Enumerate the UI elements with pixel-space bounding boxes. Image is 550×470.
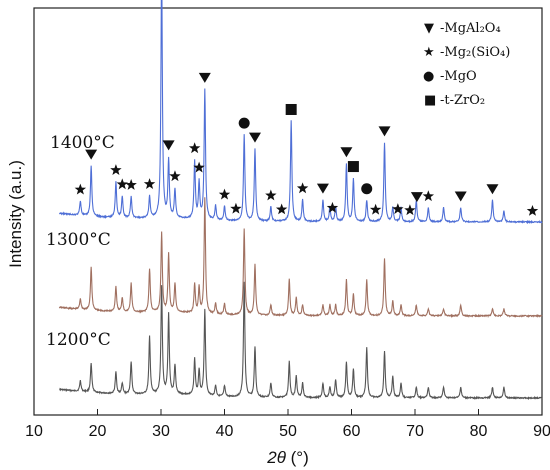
legend-symbol-mgo: ● (423, 69, 434, 84)
phase-marker-triangle-down (162, 140, 175, 151)
phase-marker-triangle-down (248, 132, 261, 143)
x-axis-title-unit: (°) (286, 448, 309, 467)
phase-marker-triangle-down (340, 147, 353, 158)
phase-marker-star (169, 170, 181, 182)
x-tick-label: 90 (533, 423, 550, 440)
phase-marker-star (326, 201, 339, 213)
phase-marker-triangle-down (486, 184, 499, 195)
phase-marker-star (125, 179, 137, 190)
x-tick-label: 60 (343, 423, 361, 440)
phase-marker-star (230, 202, 242, 214)
x-tick-label: 40 (216, 423, 234, 440)
legend-label-mgal2o4: -MgAl₂O₄ (440, 21, 501, 36)
x-tick-label: 80 (470, 423, 488, 440)
phase-marker-star (188, 142, 201, 154)
phase-marker-star (392, 203, 404, 215)
phase-marker-circle (361, 183, 373, 195)
phase-marker-star (218, 188, 231, 200)
phase-marker-star (404, 204, 416, 216)
series-line-1400 (58, 0, 543, 225)
phase-marker-star (116, 178, 128, 190)
y-axis-title: Intensity (a.u.) (6, 160, 25, 268)
legend-symbol-mg2sio4: ★ (423, 45, 435, 60)
x-tick-label: 50 (279, 423, 297, 440)
legend-label-mg2sio4: -Mg₂(SiO₄) (440, 45, 510, 60)
phase-marker-triangle-down (198, 72, 211, 83)
x-tick-label: 10 (25, 423, 43, 440)
legend-symbol-tzro2: ■ (424, 93, 436, 108)
phase-marker-star (526, 204, 539, 216)
phase-marker-square (347, 161, 359, 173)
legend-label-mgo: -MgO (440, 69, 477, 84)
series-label-1400: 1400°C (50, 133, 115, 153)
phase-marker-triangle-down (378, 126, 391, 137)
x-tick-label: 20 (89, 423, 107, 440)
phase-marker-star (110, 164, 122, 175)
phase-marker-circle (238, 117, 250, 129)
legend-label-tzro2: -t-ZrO₂ (440, 93, 485, 108)
phase-marker-triangle-down (316, 183, 329, 194)
phase-marker-triangle-down (85, 149, 98, 160)
phase-marker-star (193, 161, 205, 173)
series-line-1300 (58, 197, 543, 319)
phase-marker-triangle-down (454, 191, 467, 202)
phase-marker-triangle-down (410, 192, 423, 203)
series-line-1200 (59, 281, 543, 401)
x-axis-title: 2θ (°) (266, 448, 309, 467)
legend-symbol-mgal2o4: ▼ (424, 21, 434, 36)
phase-marker-star (143, 178, 156, 189)
x-tick-label: 30 (152, 423, 170, 440)
phase-marker-star (74, 183, 87, 195)
phase-marker-star (422, 190, 435, 202)
phase-marker-square (285, 103, 297, 115)
phase-marker-star (275, 203, 288, 215)
series-label-1300: 1300°C (46, 230, 111, 250)
legend: ▼ -MgAl₂O₄ ★ -Mg₂(SiO₄) ● -MgO ■ -t-ZrO₂ (423, 21, 510, 108)
x-tick-label: 70 (406, 423, 424, 440)
x-axis-title-symbol: 2θ (266, 448, 286, 467)
series-label-1200: 1200°C (46, 330, 111, 350)
phase-marker-star (296, 182, 309, 194)
phase-marker-star (265, 189, 277, 201)
phase-marker-star (369, 203, 382, 215)
